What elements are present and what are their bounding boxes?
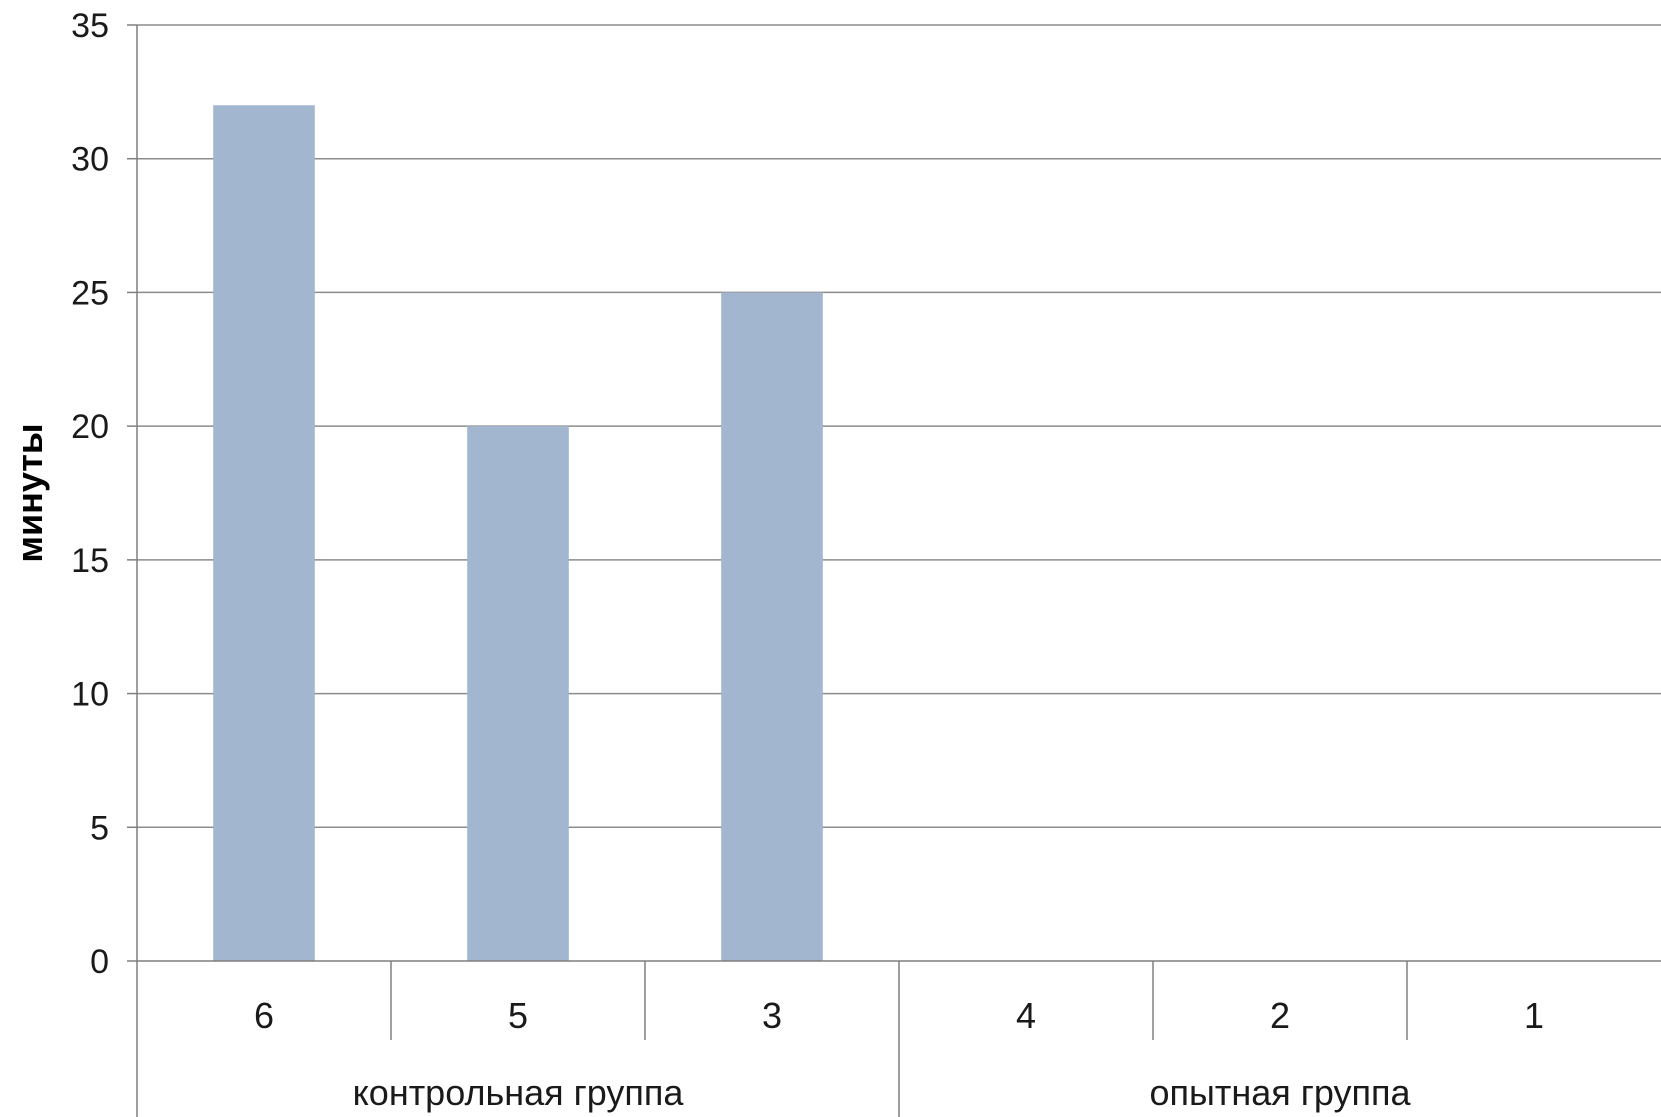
labels: 0 5 10 15 20 25 30 35 6 5 3 4 2 1 контрольная группа оп… xyxy=(71,7,1544,1113)
y-tick-label: 5 xyxy=(90,809,109,847)
x-group-label: контрольная группа xyxy=(353,1072,685,1113)
bar-5 xyxy=(467,426,569,962)
y-tick-label: 10 xyxy=(71,676,109,714)
x-tick-label: 3 xyxy=(762,995,782,1036)
x-tick-label: 5 xyxy=(508,995,528,1036)
gridlines xyxy=(137,24,1661,829)
y-tick-label: 25 xyxy=(71,274,109,312)
x-tick-label: 2 xyxy=(1270,995,1290,1036)
x-tick-label: 1 xyxy=(1524,995,1544,1036)
y-tick-label: 15 xyxy=(71,542,109,580)
axes xyxy=(127,24,1661,1117)
y-axis-title: минуты xyxy=(9,423,50,562)
bar-6 xyxy=(213,105,315,961)
y-tick-label: 30 xyxy=(71,141,109,179)
x-tick-label: 4 xyxy=(1016,995,1036,1036)
bar-3 xyxy=(721,292,823,961)
y-tick-label: 20 xyxy=(71,408,109,446)
y-tick-label: 35 xyxy=(71,7,109,45)
bars xyxy=(213,105,823,962)
x-tick-label: 6 xyxy=(254,995,274,1036)
y-tick-label: 0 xyxy=(90,943,109,981)
x-group-label: опытная группа xyxy=(1149,1072,1411,1113)
